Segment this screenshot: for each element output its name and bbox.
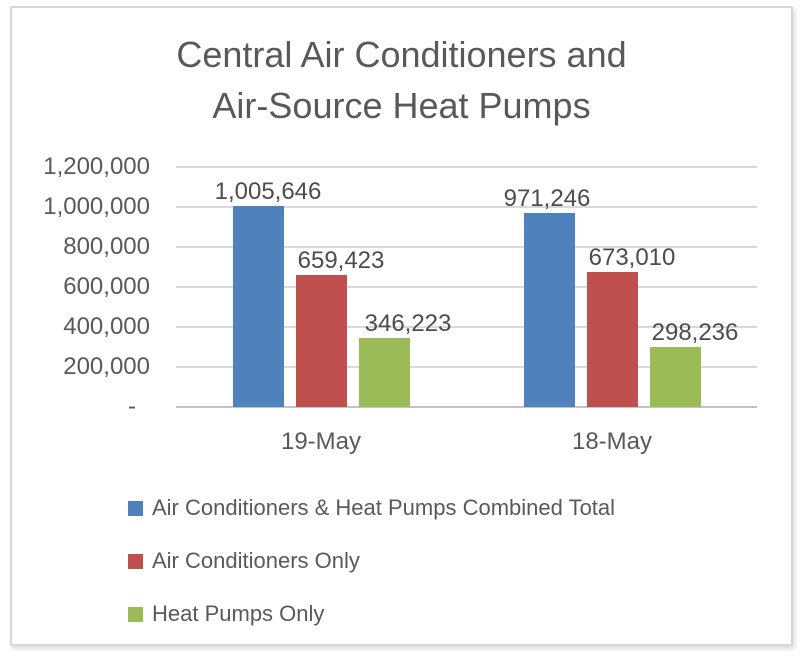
legend-item-air-conditioners-only: Air Conditioners Only (128, 548, 360, 573)
gridline (176, 286, 757, 288)
legend-label-combined-total: Air Conditioners & Heat Pumps Combined T… (152, 495, 616, 520)
y-axis-tick-label: - (128, 393, 136, 420)
legend-swatch-air-conditioners-only (128, 553, 143, 569)
chart-title-line-2: Air-Source Heat Pumps (212, 85, 591, 126)
gridline (176, 246, 757, 248)
chart-canvas: Central Air Conditioners and Air-Source … (12, 8, 791, 644)
y-axis-tick-label: 1,200,000 (43, 153, 150, 180)
legend-item-heat-pumps-only: Heat Pumps Only (128, 601, 325, 626)
legend-label-heat-pumps-only: Heat Pumps Only (152, 601, 325, 626)
data-label-combined-total-19-may: 1,005,646 (214, 178, 322, 205)
data-label-combined-total-18-may: 971,246 (503, 185, 591, 212)
chart-title-line-1: Central Air Conditioners and (176, 34, 627, 75)
y-axis-tick-label: 800,000 (63, 233, 150, 260)
data-label-air-conditioners-only-18-may: 673,010 (588, 244, 676, 271)
legend-swatch-combined-total (128, 500, 143, 516)
chart-title: Central Air Conditioners and Air-Source … (12, 29, 791, 131)
bar-heat-pumps-only-19-may (358, 338, 410, 407)
gridline (176, 366, 757, 368)
x-axis-line (176, 406, 757, 408)
legend-swatch-heat-pumps-only (128, 606, 143, 622)
legend-item-combined-total: Air Conditioners & Heat Pumps Combined T… (128, 495, 616, 520)
y-axis-tick-label: 600,000 (63, 273, 150, 300)
chart-frame: Central Air Conditioners and Air-Source … (10, 6, 793, 646)
data-label-heat-pumps-only-19-may: 346,223 (364, 310, 452, 337)
gridline (176, 326, 757, 328)
x-axis-category-label-18-may: 18-May (571, 428, 653, 455)
bar-combined-total-19-may (232, 206, 284, 407)
bar-air-conditioners-only-18-may (586, 272, 638, 407)
x-axis-category-label-19-may: 19-May (280, 428, 362, 455)
bar-heat-pumps-only-18-may (649, 347, 701, 407)
y-axis-tick-label: 1,000,000 (43, 193, 150, 220)
data-label-air-conditioners-only-19-may: 659,423 (297, 247, 385, 274)
legend-label-air-conditioners-only: Air Conditioners Only (152, 548, 360, 573)
y-axis-tick-label: 400,000 (63, 313, 150, 340)
bar-combined-total-18-may (523, 213, 575, 407)
gridline (176, 166, 757, 168)
y-axis-tick-label: 200,000 (63, 353, 150, 380)
data-label-heat-pumps-only-18-may: 298,236 (651, 319, 739, 346)
bar-air-conditioners-only-19-may (295, 275, 347, 407)
gridline (176, 206, 757, 208)
